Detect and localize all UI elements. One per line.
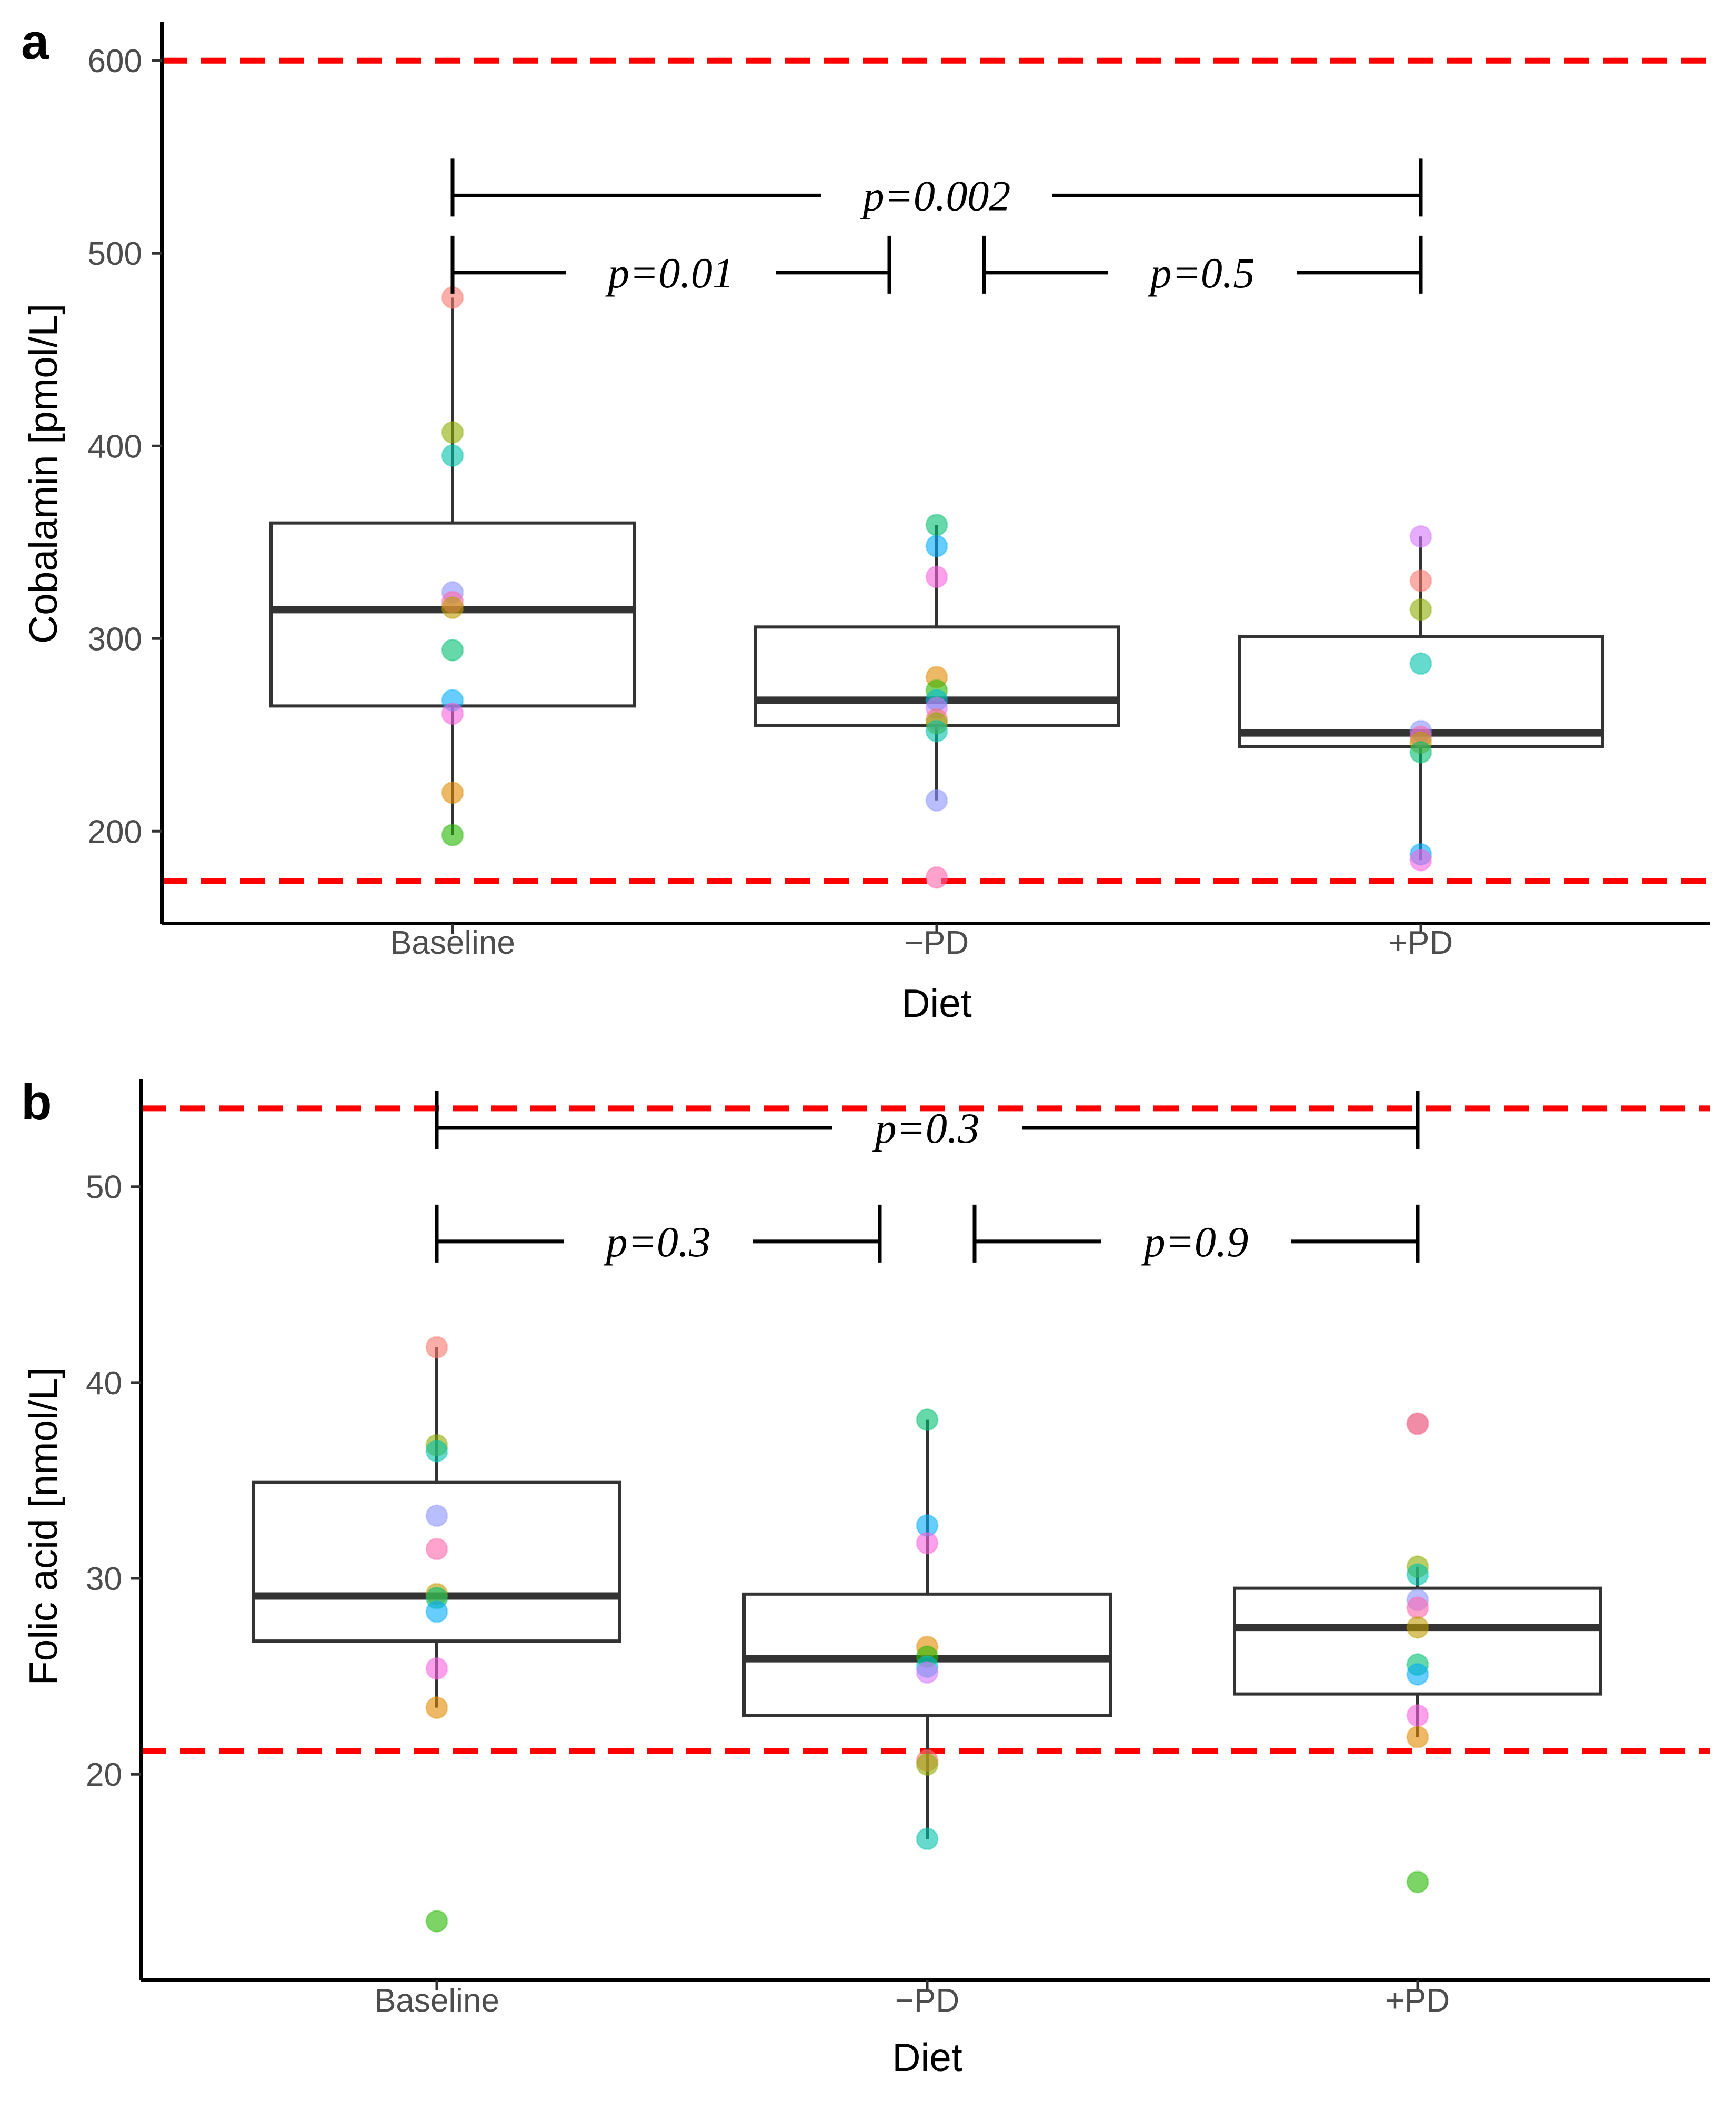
data-point bbox=[441, 824, 464, 847]
box-iqr bbox=[742, 1592, 1112, 1717]
y-tick-label: 500 bbox=[88, 236, 142, 272]
data-point bbox=[916, 1408, 939, 1432]
box-iqr bbox=[1233, 1586, 1602, 1696]
y-tick-label: 30 bbox=[86, 1561, 122, 1597]
data-point bbox=[425, 1504, 448, 1527]
data-point bbox=[1406, 1412, 1429, 1435]
p-value-label: p=0.3 bbox=[872, 1104, 980, 1152]
data-point bbox=[425, 1336, 448, 1359]
data-point bbox=[1409, 848, 1432, 872]
data-point bbox=[1406, 1704, 1429, 1727]
data-point bbox=[1406, 1616, 1429, 1639]
data-point bbox=[441, 702, 464, 725]
data-point bbox=[425, 1909, 448, 1933]
data-point bbox=[425, 1600, 448, 1623]
data-point bbox=[925, 513, 948, 536]
panel-b-axes: 20 30 40 50 Baseline −PD +PD bbox=[86, 1079, 1710, 2019]
data-point bbox=[925, 789, 948, 812]
data-point bbox=[1409, 525, 1432, 548]
data-point bbox=[1406, 1870, 1429, 1894]
p-value-label: p=0.5 bbox=[1148, 249, 1255, 297]
y-tick-label: 20 bbox=[86, 1757, 122, 1793]
data-point bbox=[1409, 598, 1432, 621]
comparison-bracket-2: p=0.5 bbox=[982, 235, 1423, 297]
x-tick-label: +PD bbox=[1389, 925, 1453, 961]
comparison-bracket-1: p=0.01 bbox=[450, 235, 891, 297]
data-point bbox=[441, 421, 464, 444]
x-tick-label: −PD bbox=[895, 1983, 959, 2019]
data-point bbox=[916, 1827, 939, 1850]
data-point bbox=[441, 596, 464, 619]
y-tick-label: 400 bbox=[88, 428, 142, 465]
data-point bbox=[425, 1439, 448, 1463]
panel-b-data-points bbox=[425, 1336, 1429, 1933]
box-iqr bbox=[252, 1480, 621, 1643]
p-value-label: p=0.9 bbox=[1141, 1218, 1249, 1266]
y-tick-label: 50 bbox=[86, 1169, 122, 1206]
panel-a-label: a bbox=[21, 14, 49, 70]
data-point bbox=[1406, 1663, 1429, 1686]
y-tick-label: 600 bbox=[88, 43, 142, 79]
data-point bbox=[1406, 1563, 1429, 1586]
data-point bbox=[1406, 1726, 1429, 1749]
data-point bbox=[925, 565, 948, 588]
x-tick-label: Baseline bbox=[374, 1983, 499, 2019]
y-tick-label: 300 bbox=[88, 621, 142, 657]
data-point bbox=[425, 1657, 448, 1680]
data-point bbox=[441, 638, 464, 662]
data-point bbox=[425, 1537, 448, 1560]
data-point bbox=[925, 719, 948, 743]
data-point bbox=[1409, 652, 1432, 675]
panel-b-y-axis-title: Folic acid [nmol/L] bbox=[21, 1367, 65, 1685]
panel-b: b p=0.3 p=0.3 p=0.9 20 30 40 50 Baseline −PD +PD… bbox=[21, 1074, 1710, 2079]
data-point bbox=[1406, 1596, 1429, 1619]
data-point bbox=[925, 866, 948, 889]
panel-a-significance-brackets: p=0.002 p=0.01 p=0.5 bbox=[450, 158, 1423, 297]
x-tick-label: −PD bbox=[905, 925, 969, 961]
data-point bbox=[425, 1696, 448, 1719]
data-point bbox=[441, 444, 464, 467]
comparison-bracket-1: p=0.3 bbox=[435, 1204, 882, 1266]
p-value-label: p=0.01 bbox=[605, 249, 734, 297]
comparison-bracket-2: p=0.9 bbox=[972, 1204, 1420, 1266]
data-point bbox=[916, 1661, 939, 1684]
panel-a: a p=0.002 p=0.01 p=0.5 200 300 400 500 600 Base… bbox=[21, 14, 1710, 1025]
p-value-label: p=0.002 bbox=[860, 172, 1011, 219]
panel-a-x-axis-title: Diet bbox=[901, 981, 972, 1025]
panel-b-x-axis-title: Diet bbox=[892, 2035, 962, 2079]
data-point bbox=[916, 1532, 939, 1555]
data-point bbox=[1409, 569, 1432, 592]
x-tick-label: +PD bbox=[1386, 1983, 1450, 2019]
data-point bbox=[916, 1753, 939, 1776]
data-point bbox=[441, 781, 464, 804]
panel-b-label: b bbox=[21, 1074, 52, 1130]
data-point bbox=[1409, 741, 1432, 764]
p-value-label: p=0.3 bbox=[604, 1218, 711, 1266]
comparison-bracket-0: p=0.002 bbox=[450, 158, 1423, 219]
data-point bbox=[925, 535, 948, 558]
panel-a-axes: 200 300 400 500 600 Baseline −PD +PD bbox=[88, 22, 1710, 961]
panel-a-y-axis-title: Cobalamin [pmol/L] bbox=[21, 304, 65, 644]
panel-a-data-points bbox=[441, 286, 1432, 889]
y-tick-label: 200 bbox=[88, 814, 142, 850]
x-tick-label: Baseline bbox=[390, 925, 515, 961]
panel-b-significance-brackets: p=0.3 p=0.3 p=0.9 bbox=[435, 1091, 1420, 1266]
comparison-bracket-0: p=0.3 bbox=[435, 1091, 1420, 1152]
y-tick-label: 40 bbox=[86, 1365, 122, 1402]
panel-a-reference-lines bbox=[162, 57, 1710, 884]
